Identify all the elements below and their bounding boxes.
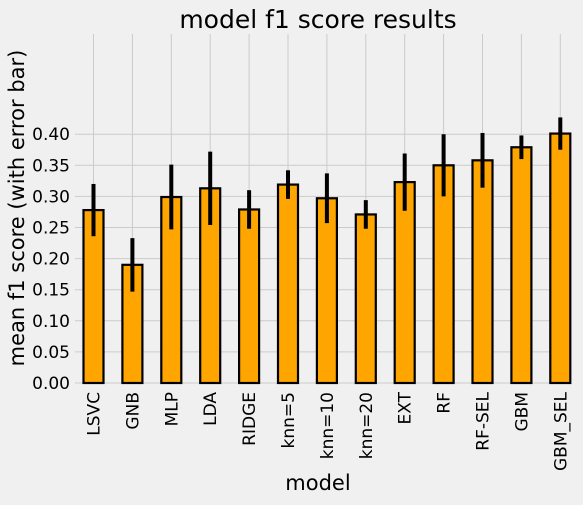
y-tick-label: 0.40 bbox=[32, 125, 70, 145]
x-tick-label: LSVC bbox=[85, 392, 105, 436]
x-axis-title: model bbox=[285, 471, 350, 495]
x-tick-label: MLP bbox=[162, 392, 182, 426]
bar-knn-20 bbox=[354, 213, 377, 385]
bar-ridge bbox=[238, 208, 261, 385]
x-tick-label: LDA bbox=[201, 392, 221, 426]
bar-knn-5 bbox=[276, 183, 300, 385]
bar-gbm bbox=[510, 146, 533, 385]
x-tick-label: EXT bbox=[396, 391, 416, 424]
y-tick-label: 0.05 bbox=[32, 343, 70, 363]
bars bbox=[82, 132, 572, 385]
y-tick-label: 0.15 bbox=[32, 281, 70, 301]
bar-rf-sel bbox=[471, 159, 494, 385]
bar-knn-10 bbox=[315, 197, 338, 385]
x-tick-label: GBM_SEL bbox=[551, 391, 571, 471]
x-tick-label: RF-SEL bbox=[474, 391, 494, 450]
bar-gbm-sel bbox=[549, 132, 572, 385]
x-tick-label: knn=10 bbox=[318, 392, 338, 459]
y-tick-labels: 0.00 0.05 0.10 0.15 0.20 0.25 0.30 0.35 0.40 bbox=[32, 125, 70, 394]
y-tick-label: 0.20 bbox=[32, 250, 70, 270]
x-tick-label: knn=5 bbox=[279, 392, 299, 448]
error-bars bbox=[91, 117, 563, 292]
y-tick-label: 0.00 bbox=[32, 374, 70, 394]
y-axis-title: mean f1 score (with error bar) bbox=[5, 50, 29, 367]
chart-title: model f1 score results bbox=[179, 5, 456, 34]
x-tick-label: RF bbox=[435, 392, 455, 414]
bar-ext bbox=[393, 180, 416, 385]
x-tick-label: knn=20 bbox=[357, 392, 377, 459]
y-tick-label: 0.30 bbox=[32, 187, 70, 207]
bar-rf bbox=[432, 164, 455, 385]
x-tick-label: RIDGE bbox=[240, 392, 260, 446]
y-tick-label: 0.35 bbox=[32, 156, 70, 176]
x-tick-label: GBM bbox=[512, 392, 532, 432]
x-tick-labels: LSVC GNB MLP LDA RIDGE knn=5 knn=10 knn=20 EXT RF… bbox=[85, 391, 572, 471]
y-tick-label: 0.10 bbox=[32, 312, 70, 332]
x-tick-label: GNB bbox=[123, 392, 143, 430]
y-tick-label: 0.25 bbox=[32, 219, 70, 239]
